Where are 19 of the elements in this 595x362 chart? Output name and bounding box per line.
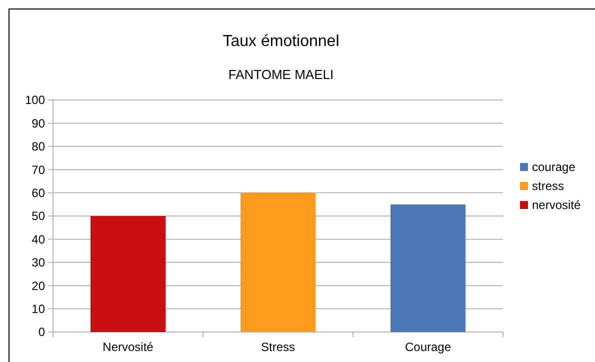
y-tick-label: 100 (24, 93, 46, 108)
y-tick-label: 10 (32, 302, 46, 316)
y-tick-label: 30 (32, 256, 46, 270)
x-tick-label: Stress (260, 340, 296, 354)
y-tick-label: 0 (38, 325, 46, 340)
y-tick-label: 40 (32, 232, 46, 246)
chart-title: Taux émotionnel (222, 33, 340, 50)
y-tick-label: 20 (32, 278, 46, 293)
y-tick-label: 80 (32, 140, 46, 154)
legend-label: courage (532, 160, 576, 174)
y-tick-label: 60 (32, 186, 46, 200)
legend-label: stress (532, 179, 564, 194)
y-tick-label: 70 (32, 162, 46, 177)
y-tick-label: 90 (32, 116, 46, 130)
x-tick-label: Nervosité (102, 340, 154, 354)
chart-subtitle: FANTOME MAELI (228, 67, 334, 82)
y-tick-label: 50 (32, 209, 46, 224)
x-tick-label: Courage (404, 340, 452, 354)
legend-label: nervosité (532, 198, 582, 212)
